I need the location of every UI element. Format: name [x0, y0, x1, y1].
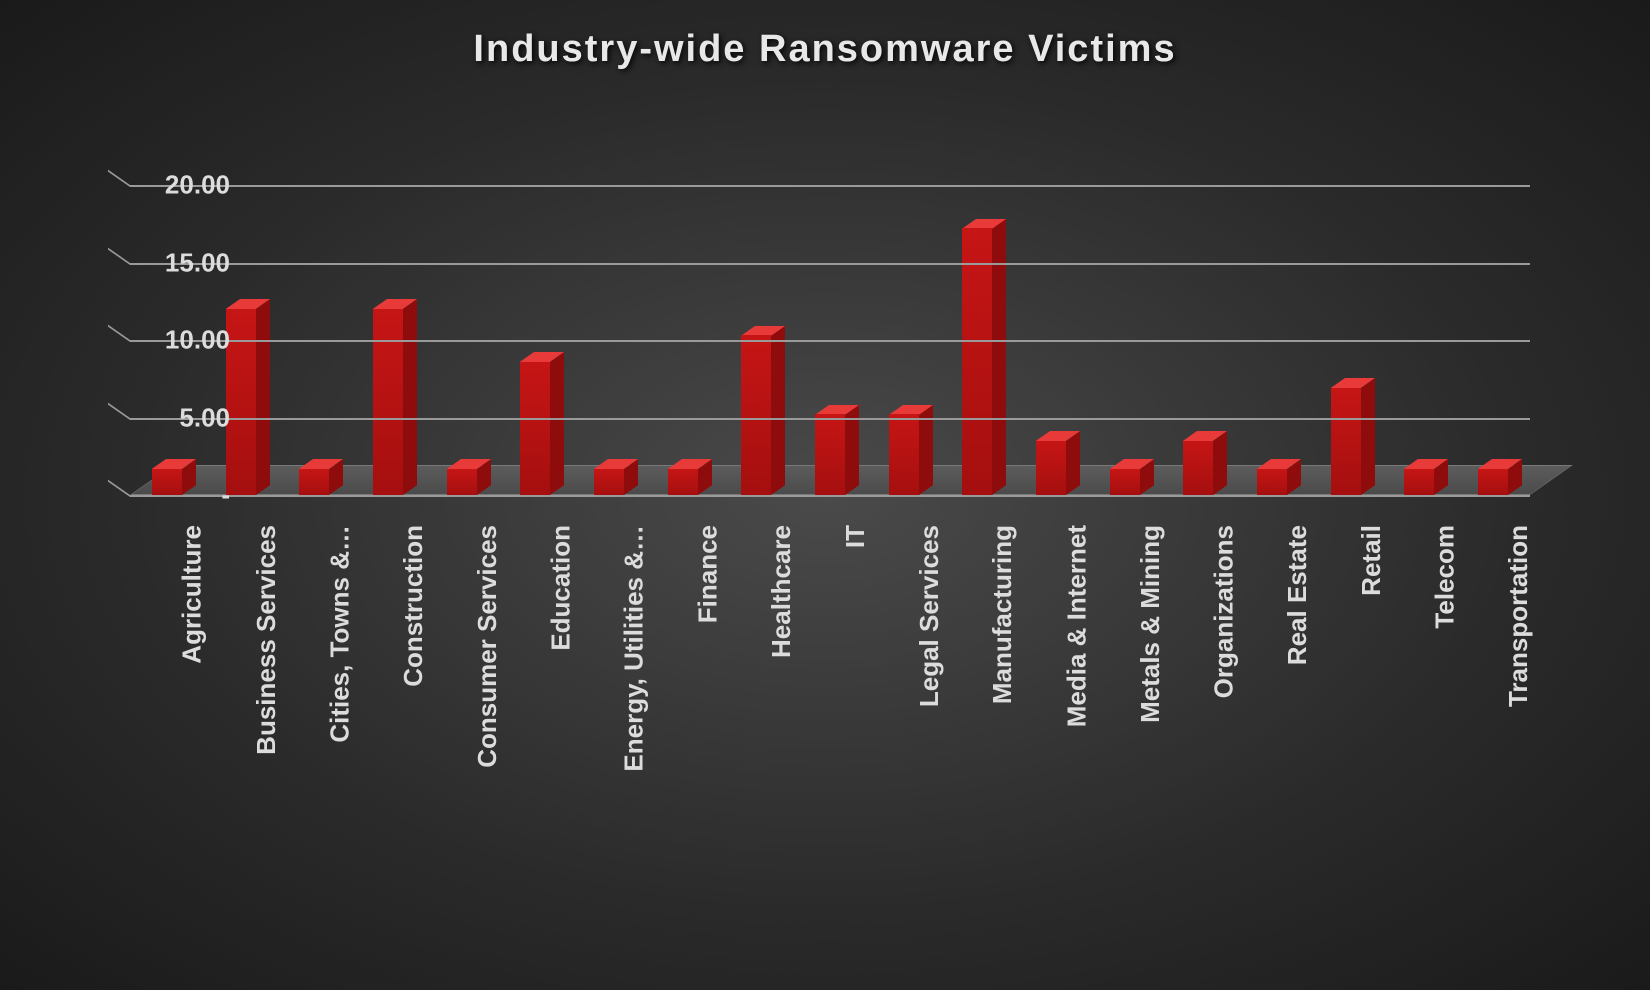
bar-side: [256, 299, 270, 495]
gridline-depth: [108, 480, 130, 497]
bar: [594, 469, 624, 495]
bar: [152, 469, 182, 495]
gridline-depth: [108, 170, 130, 187]
bar: [299, 469, 329, 495]
x-tick-label: Energy, Utilities &…: [619, 525, 650, 772]
x-tick-label: IT: [840, 525, 871, 548]
bar: [668, 469, 698, 495]
bar: [373, 309, 403, 495]
x-tick-label: Legal Services: [914, 525, 945, 707]
gridline: [130, 418, 1530, 420]
x-tick-label: Education: [545, 525, 576, 651]
bar: [520, 362, 550, 495]
x-tick-label: Construction: [398, 525, 429, 687]
bar: [1331, 388, 1361, 495]
gridline: [130, 495, 1530, 497]
gridline: [130, 185, 1530, 187]
y-tick-label: 5.00: [179, 402, 230, 433]
y-tick-label: 15.00: [165, 247, 230, 278]
x-tick-label: Telecom: [1429, 525, 1460, 629]
bar: [1183, 441, 1213, 495]
x-tick-label: Business Services: [251, 525, 282, 755]
bar: [447, 469, 477, 495]
x-tick-label: Media & Internet: [1061, 525, 1092, 727]
gridline-depth: [108, 247, 130, 264]
bar: [815, 414, 845, 495]
gridline: [130, 263, 1530, 265]
x-tick-label: Agriculture: [177, 525, 208, 664]
bar: [1257, 469, 1287, 495]
bar-side: [1213, 431, 1227, 495]
y-tick-label: 20.00: [165, 170, 230, 201]
x-tick-label: Cities, Towns &…: [324, 525, 355, 743]
x-tick-label: Manufacturing: [987, 525, 1018, 704]
y-tick-label: -: [221, 480, 230, 511]
x-tick-label: Finance: [693, 525, 724, 623]
bar-side: [403, 299, 417, 495]
chart-plot-area: [130, 185, 1530, 495]
gridline-depth: [108, 402, 130, 419]
x-tick-label: Organizations: [1208, 525, 1239, 698]
x-tick-label: Retail: [1356, 525, 1387, 596]
x-tick-label: Transportation: [1503, 525, 1534, 707]
x-tick-label: Real Estate: [1282, 525, 1313, 665]
y-tick-label: 10.00: [165, 325, 230, 356]
bar-side: [550, 352, 564, 495]
bar: [226, 309, 256, 495]
chart-title: Industry-wide Ransomware Victims: [0, 28, 1650, 71]
bar: [962, 228, 992, 495]
bar-side: [992, 219, 1006, 495]
bar-side: [1066, 431, 1080, 495]
bar-side: [1361, 378, 1375, 495]
gridline-depth: [108, 325, 130, 342]
bar: [1404, 469, 1434, 495]
bar: [1478, 469, 1508, 495]
bar-side: [771, 326, 785, 495]
bar: [741, 335, 771, 495]
gridline: [130, 340, 1530, 342]
bar: [1036, 441, 1066, 495]
bar: [889, 414, 919, 495]
x-tick-label: Metals & Mining: [1135, 525, 1166, 723]
x-tick-label: Healthcare: [766, 525, 797, 658]
x-tick-label: Consumer Services: [472, 525, 503, 768]
bar: [1110, 469, 1140, 495]
